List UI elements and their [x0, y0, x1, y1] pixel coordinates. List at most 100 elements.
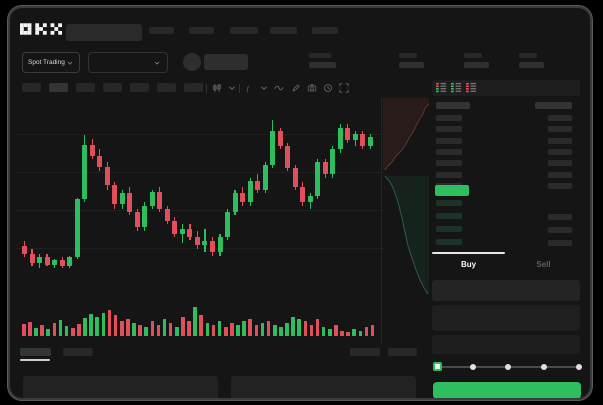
chevron-down-icon[interactable] — [259, 83, 269, 93]
slider-stop[interactable] — [540, 364, 547, 370]
candle-body — [52, 260, 58, 265]
volume-bar — [22, 324, 26, 336]
amount-input[interactable] — [432, 305, 580, 331]
expand-icon[interactable] — [339, 83, 349, 93]
search-input[interactable] — [66, 24, 142, 41]
slider-stop[interactable] — [469, 364, 476, 370]
candle-body — [37, 257, 43, 264]
interval-pill[interactable] — [157, 83, 176, 92]
volume-bar — [175, 327, 179, 336]
candle-body — [112, 185, 118, 205]
ask-price-placeholder[interactable] — [436, 148, 462, 155]
total-input[interactable] — [432, 335, 580, 354]
bottom-tab-2[interactable] — [63, 348, 93, 356]
volume-bar — [162, 319, 167, 336]
bid-price-placeholder[interactable] — [436, 200, 462, 206]
stat-label-placeholder — [309, 53, 331, 58]
gridline — [16, 134, 384, 135]
price-input[interactable] — [432, 280, 580, 301]
bottom-action-button-1[interactable] — [350, 348, 380, 356]
volume-bar — [168, 323, 173, 336]
stat-label-placeholder — [399, 53, 417, 58]
bottom-action-button-2[interactable] — [388, 348, 417, 356]
volume-bar — [321, 327, 326, 336]
volume-bar — [303, 321, 308, 336]
tab-sell[interactable]: Sell — [507, 260, 580, 274]
nav-item-placeholder[interactable] — [230, 27, 258, 34]
interval-pill[interactable] — [130, 83, 149, 92]
nav-item-placeholder[interactable] — [270, 27, 297, 34]
bid-price-placeholder[interactable] — [436, 213, 462, 219]
pair-selector-dropdown[interactable] — [88, 52, 168, 73]
last-price-badge[interactable] — [435, 185, 469, 196]
candle-body — [315, 161, 321, 197]
book-bids-icon[interactable] — [451, 82, 462, 93]
stat-value-placeholder — [399, 62, 424, 68]
ask-price-placeholder[interactable] — [436, 160, 462, 167]
nav-item-placeholder[interactable] — [149, 27, 174, 34]
camera-icon[interactable] — [307, 83, 317, 93]
market-type-dropdown[interactable]: Spot Trading — [22, 52, 80, 73]
coin-avatar[interactable] — [183, 53, 201, 71]
bottom-tab-1[interactable] — [20, 348, 51, 356]
candle-body — [82, 144, 88, 200]
ask-amount-placeholder — [548, 171, 572, 178]
nav-item-placeholder[interactable] — [189, 27, 214, 34]
fx-indicator-icon[interactable] — [245, 83, 255, 93]
bottom-panel-right[interactable] — [231, 376, 416, 398]
ask-price-placeholder[interactable] — [436, 137, 462, 144]
slider-stop[interactable] — [505, 364, 511, 370]
volume-bar — [187, 321, 191, 336]
pair-name-placeholder[interactable] — [204, 54, 248, 70]
volume-bar — [358, 331, 363, 336]
volume-bar — [340, 331, 344, 336]
candle-body — [119, 193, 125, 205]
wave-icon[interactable] — [274, 83, 284, 93]
slider-handle[interactable] — [433, 362, 442, 371]
volume-bar — [138, 325, 142, 336]
candle-body — [225, 211, 231, 237]
tab-buy[interactable]: Buy — [432, 260, 505, 274]
candle-body — [157, 191, 163, 209]
book-combined-icon[interactable] — [436, 82, 447, 93]
nav-item-placeholder[interactable] — [312, 27, 338, 34]
interval-pill[interactable] — [49, 83, 68, 92]
volume-bar — [64, 326, 69, 336]
toolbar-divider — [206, 84, 207, 93]
bid-price-placeholder[interactable] — [436, 226, 462, 232]
stat-value-placeholder — [464, 62, 489, 68]
interval-pill[interactable] — [103, 83, 122, 92]
volume-bar — [370, 325, 375, 336]
orderbook-col-header-price — [436, 102, 470, 109]
interval-pill[interactable] — [184, 83, 203, 92]
slider-stop[interactable] — [576, 364, 582, 370]
clock-icon[interactable] — [323, 83, 333, 93]
bid-price-placeholder[interactable] — [436, 239, 462, 245]
toolbar-divider — [239, 84, 240, 93]
candle-body — [345, 127, 351, 141]
volume-bar — [34, 328, 38, 336]
candle-body — [179, 229, 185, 234]
chevron-down-icon[interactable] — [227, 83, 237, 93]
book-asks-icon[interactable] — [466, 82, 477, 93]
interval-pill[interactable] — [76, 83, 95, 92]
okx-logo[interactable] — [20, 23, 62, 35]
ask-price-placeholder[interactable] — [436, 115, 462, 121]
candlestick-icon[interactable] — [212, 83, 222, 93]
candle-body — [217, 236, 223, 253]
volume-bar — [254, 325, 259, 336]
candle-body — [97, 155, 103, 167]
ask-price-placeholder[interactable] — [436, 126, 462, 133]
brush-icon[interactable] — [291, 83, 301, 93]
bottom-panel-left[interactable] — [23, 376, 218, 398]
interval-pill[interactable] — [22, 83, 41, 92]
ask-price-placeholder[interactable] — [436, 171, 462, 178]
stat-label-placeholder — [519, 53, 537, 58]
candlestick-chart[interactable] — [16, 98, 384, 348]
volume-bar — [211, 325, 216, 336]
gridline — [16, 172, 384, 173]
buy-submit-button[interactable] — [433, 382, 581, 398]
depth-chart[interactable] — [382, 98, 430, 344]
candle-body — [210, 241, 215, 253]
volume-bar — [28, 322, 32, 336]
